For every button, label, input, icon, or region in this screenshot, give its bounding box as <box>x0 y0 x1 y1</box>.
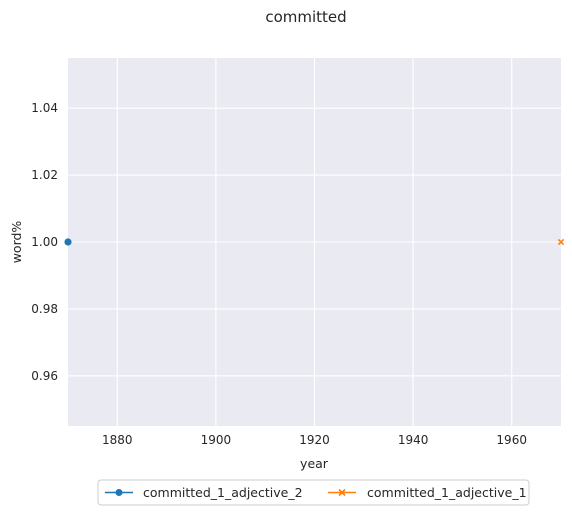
x-tick-label: 1900 <box>201 433 232 447</box>
legend-label-1: committed_1_adjective_2 <box>143 485 303 500</box>
y-tick-label: 1.04 <box>31 101 58 115</box>
data-point <box>64 238 72 246</box>
y-tick-label: 1.02 <box>31 168 58 182</box>
y-tick-label: 0.98 <box>31 302 58 316</box>
x-tick-label: 1940 <box>398 433 429 447</box>
series-2 <box>557 238 565 246</box>
chart-title: committed <box>265 8 346 26</box>
data-point <box>557 238 565 246</box>
series-layer <box>64 238 565 246</box>
legend-entry-2: committed_1_adjective_1 <box>328 485 527 500</box>
legend-label-2: committed_1_adjective_1 <box>367 485 527 500</box>
y-axis-label: word% <box>9 221 24 264</box>
gridlines <box>68 58 561 426</box>
legend: committed_1_adjective_2 committed_1_adje… <box>97 479 530 506</box>
legend-frame <box>97 479 530 506</box>
x-tick-label: 1920 <box>299 433 330 447</box>
y-tick-label: 0.96 <box>31 369 58 383</box>
series-1 <box>64 238 72 246</box>
legend-entry-1: committed_1_adjective_2 <box>105 485 303 500</box>
x-axis-ticks: 1880 1900 1920 1940 1960 <box>102 433 527 447</box>
y-tick-label: 1.00 <box>31 235 58 249</box>
x-axis-label: year <box>300 456 329 471</box>
legend-marker-1 <box>115 489 123 496</box>
y-axis-ticks: 0.96 0.98 1.00 1.02 1.04 <box>31 101 58 383</box>
legend-marker-2 <box>338 488 346 497</box>
x-tick-label: 1960 <box>496 433 527 447</box>
x-tick-label: 1880 <box>102 433 133 447</box>
